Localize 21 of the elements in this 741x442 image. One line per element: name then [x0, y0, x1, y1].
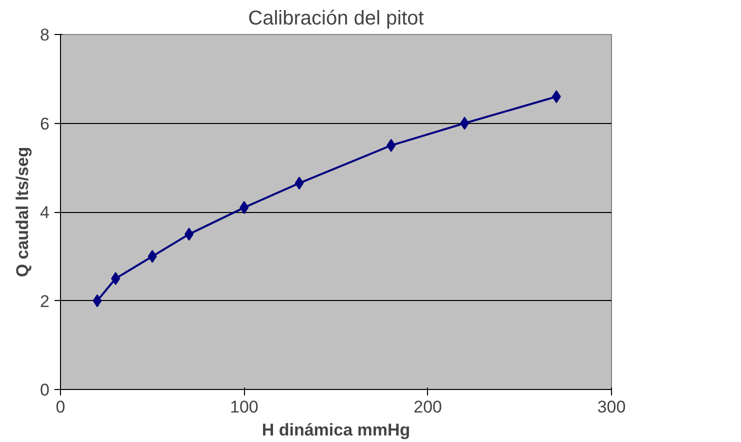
- point: [148, 250, 157, 263]
- y-tick-label: 2: [40, 292, 50, 311]
- point: [386, 138, 396, 152]
- x-tick-label: 0: [56, 398, 66, 416]
- y-tick-label: 0: [40, 380, 50, 400]
- y-tick-label: 6: [40, 114, 50, 134]
- point: [240, 201, 249, 214]
- point: [111, 272, 120, 286]
- point: [92, 294, 102, 308]
- point: [460, 116, 470, 130]
- y-axis-title: Q caudal lts/seg: [13, 146, 32, 278]
- y-tick-label: 4: [40, 203, 50, 222]
- point: [552, 90, 561, 104]
- x-tick-label: 200: [414, 398, 442, 416]
- x-axis-title: H dinámica mmHg: [262, 420, 410, 440]
- y-tick-label: 8: [40, 26, 50, 44]
- chart-title: Calibración del pitot: [248, 8, 424, 30]
- x-tick-label: 100: [230, 398, 258, 416]
- point: [294, 176, 304, 190]
- x-tick-label: 300: [597, 398, 626, 416]
- point: [184, 228, 194, 241]
